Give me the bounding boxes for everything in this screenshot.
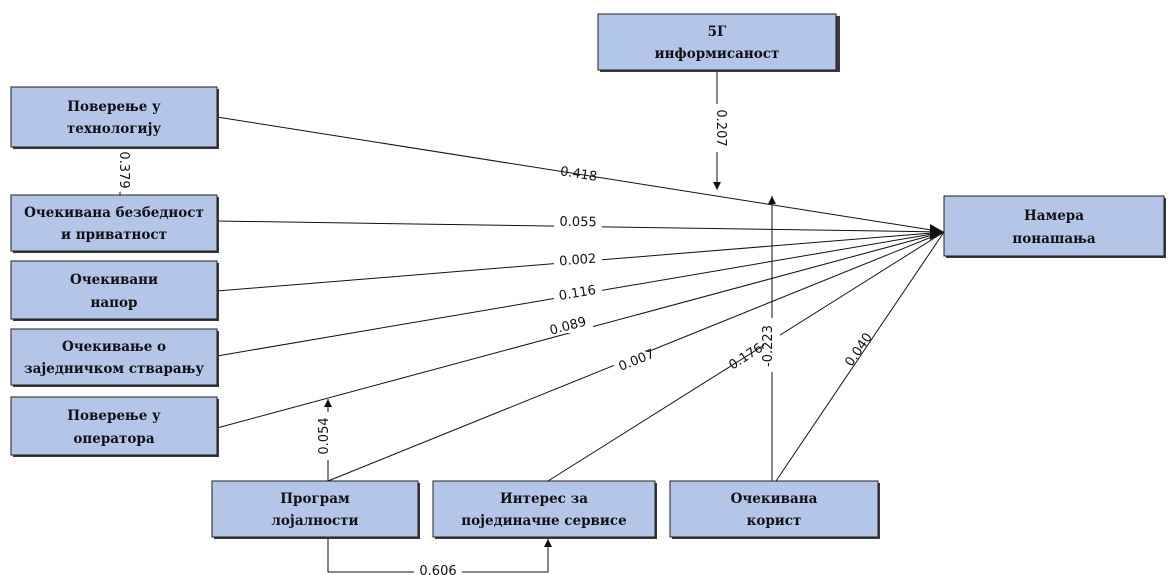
node-bezbednost-line1: Очекивана безбедност — [24, 205, 204, 221]
node-informisanost-line1: 5Г — [708, 24, 727, 40]
node-korist: Очекивана корист — [669, 480, 880, 539]
node-povjerenje-operator: Поверење у оператора — [10, 396, 219, 457]
intention-arrowhead — [930, 224, 944, 240]
coef-korist-mod: -0.223 — [761, 325, 776, 367]
coef-lojalnost-mod: 0.054 — [317, 417, 332, 454]
node-informisanost: 5Г информисаност — [597, 13, 840, 72]
node-namera-line2: понашања — [1012, 231, 1095, 247]
coef-interes-namera: 0.176 — [726, 341, 766, 373]
node-lojalnost: Програм лојалности — [211, 480, 420, 539]
node-namera: Намера понашања — [943, 195, 1166, 258]
coef-napor-namera: 0.002 — [559, 252, 597, 270]
coef-informisanost-mod: 0.207 — [713, 109, 728, 146]
coef-stvaranje-namera: 0.116 — [558, 283, 597, 304]
node-stvaranje-line2: заједничком стварању — [24, 361, 204, 377]
node-napor: Очекивани напор — [10, 260, 219, 321]
node-lojalnost-line2: лојалности — [271, 513, 358, 529]
node-interes-line2: појединачне сервисе — [461, 513, 627, 529]
node-stvaranje-line1: Очекивање о — [62, 339, 166, 355]
edge-tehnologija-namera — [216, 116, 945, 233]
node-informisanost-line2: информисаност — [655, 46, 780, 62]
node-povjerenje-operator-line1: Поверење у — [67, 408, 161, 424]
node-napor-line1: Очекивани — [70, 272, 158, 288]
coef-bezbednost-namera: 0.055 — [559, 215, 596, 231]
node-bezbednost: Очекивана безбедност и приватност — [10, 194, 219, 253]
edge-interes-namera — [547, 231, 945, 482]
moderation-edges — [324, 70, 776, 481]
node-povjerenje-tehnologija-line1: Поверење у — [67, 99, 161, 115]
node-povjerenje-operator-line2: оператора — [73, 431, 154, 447]
coef-tehnologija-namera: 0.418 — [559, 164, 598, 185]
node-interes-line1: Интерес за — [500, 491, 588, 507]
coef-lojalnost-namera: 0.007 — [617, 347, 657, 375]
node-lojalnost-line1: Програм — [280, 491, 350, 507]
node-korist-line1: Очекивана — [731, 491, 818, 507]
node-korist-line2: корист — [747, 513, 802, 529]
node-interes: Интерес за појединачне сервисе — [432, 480, 657, 539]
node-povjerenje-tehnologija: Поверење у технологију — [10, 86, 219, 149]
node-napor-line2: напор — [91, 295, 138, 311]
coef-korist-namera: 0.040 — [842, 330, 876, 369]
node-bezbednost-line2: и приватност — [61, 227, 167, 243]
node-namera-line1: Намера — [1024, 208, 1084, 224]
edge-korist-namera — [775, 231, 945, 482]
node-stvaranje: Очекивање о заједничком стварању — [10, 328, 219, 387]
coef-lojalnost-interes: 0.606 — [419, 564, 456, 575]
coef-tehnologija-bezbednost: 0.379 — [116, 151, 131, 188]
node-povjerenje-tehnologija-line2: технологију — [67, 121, 162, 137]
